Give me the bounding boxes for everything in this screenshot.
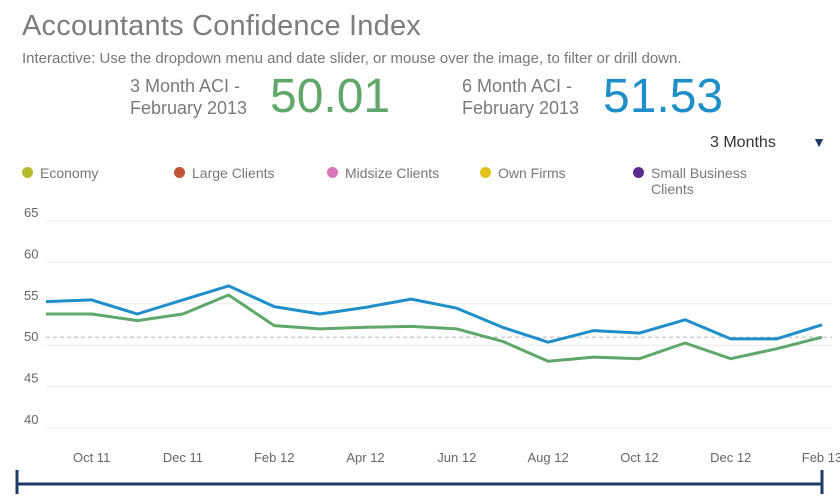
legend-label: Midsize Clients [345,165,440,181]
legend-label: Small Business Clients [651,165,747,197]
data-point[interactable] [816,319,828,331]
legend-label: Large Clients [192,165,275,181]
y-tick-label: 40 [24,412,38,427]
data-point[interactable] [588,351,600,363]
y-tick-label: 55 [24,288,38,303]
legend-dot-icon [480,167,491,178]
data-point[interactable] [223,289,235,301]
data-point[interactable] [177,294,189,306]
data-point[interactable] [725,333,737,345]
data-point[interactable] [633,353,645,365]
series-line [46,293,823,363]
y-tick-label: 45 [24,371,38,386]
legend-dot-icon [633,167,644,178]
x-tick-label: Feb 13 [802,450,840,465]
data-point[interactable] [679,337,691,349]
data-point[interactable] [314,323,326,335]
x-tick-label: Oct 12 [620,450,658,465]
period-dropdown[interactable]: 3 Months ▼ [700,132,830,154]
data-point[interactable] [451,302,463,314]
x-tick-label: Feb 12 [254,450,294,465]
legend-label: Economy [40,165,99,181]
legend-dot-icon [22,167,33,178]
triangle-down-icon[interactable]: ▼ [812,134,826,150]
legend-label: Own Firms [498,165,566,181]
x-tick-label: Aug 12 [528,450,569,465]
data-point[interactable] [177,308,189,320]
kpi-6-month-label: 6 Month ACI - February 2013 [462,75,579,119]
kpi-label-line: February 2013 [462,98,580,118]
data-point[interactable] [542,355,554,367]
data-point[interactable] [496,335,508,347]
period-dropdown-value: 3 Months [710,134,776,151]
data-point[interactable] [86,308,98,320]
y-tick-label: 60 [24,246,38,261]
kpi-3-month-label: 3 Month ACI - February 2013 [130,75,247,119]
x-tick-label: Jun 12 [437,450,476,465]
data-point[interactable] [314,308,326,320]
data-point[interactable] [360,301,372,313]
data-point[interactable] [679,314,691,326]
kpi-6-month-value: 51.53 [603,70,724,123]
data-point[interactable] [86,294,98,306]
data-point[interactable] [268,301,280,313]
page-title: Accountants Confidence Index [22,10,421,42]
data-point[interactable] [725,353,737,365]
data-point[interactable] [451,323,463,335]
data-point[interactable] [542,336,554,348]
data-point[interactable] [40,296,52,308]
kpi-label-line: February 2013 [130,98,248,118]
x-tick-label: Dec 12 [710,450,751,465]
kpi-label-line: 6 Month ACI - [462,76,573,96]
instructions-text: Interactive: Use the dropdown menu and d… [22,50,682,67]
data-point[interactable] [268,320,280,332]
data-point[interactable] [405,320,417,332]
data-point[interactable] [40,308,52,320]
y-tick-label: 50 [24,329,38,344]
series-line [45,284,823,344]
data-point[interactable] [360,321,372,333]
data-point[interactable] [405,293,417,305]
x-tick-label: Oct 11 [73,450,110,465]
y-tick-label: 65 [24,205,38,220]
kpi-label-line: 3 Month ACI - [130,76,241,96]
data-point[interactable] [770,343,782,355]
x-tick-label: Dec 11 [163,450,203,465]
kpi-3-month-value: 50.01 [270,70,391,123]
data-point[interactable] [131,315,143,327]
x-tick-label: Apr 12 [346,450,384,465]
legend-dot-icon [174,167,185,178]
data-point[interactable] [633,327,645,339]
data-point[interactable] [588,325,600,337]
data-point[interactable] [496,321,508,333]
data-point[interactable] [816,331,828,343]
legend-dot-icon [327,167,338,178]
